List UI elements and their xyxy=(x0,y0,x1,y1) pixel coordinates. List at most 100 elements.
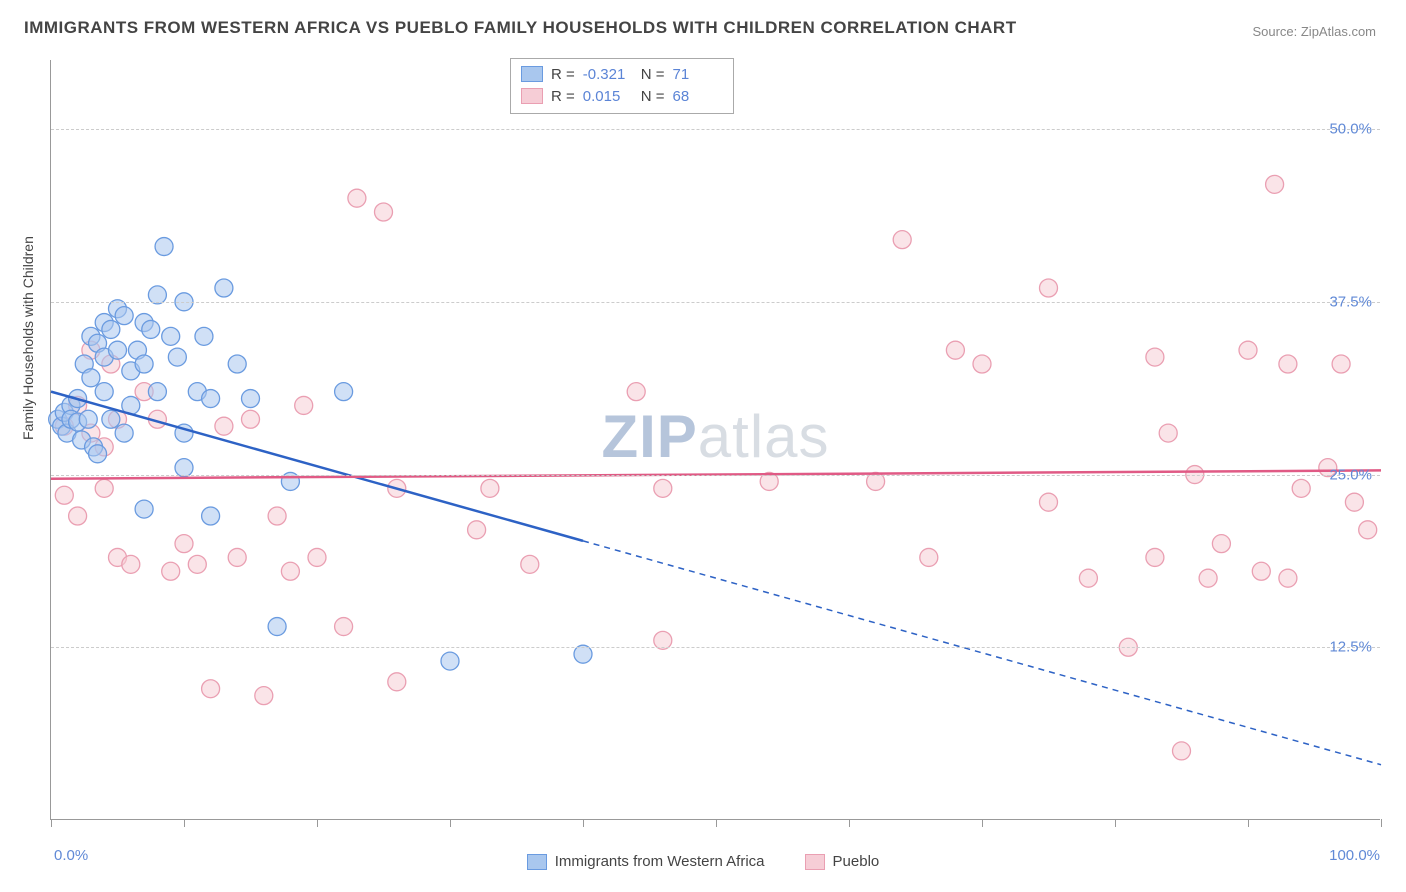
data-point xyxy=(973,355,991,373)
data-point xyxy=(82,369,100,387)
data-point xyxy=(1359,521,1377,539)
data-point xyxy=(69,507,87,525)
data-point xyxy=(89,445,107,463)
data-point xyxy=(102,410,120,428)
data-point xyxy=(202,390,220,408)
data-point xyxy=(1292,479,1310,497)
data-point xyxy=(228,548,246,566)
data-point xyxy=(95,479,113,497)
data-point xyxy=(946,341,964,359)
data-point xyxy=(268,507,286,525)
data-point xyxy=(215,279,233,297)
x-tick xyxy=(1381,819,1382,827)
data-point xyxy=(1279,355,1297,373)
legend-swatch xyxy=(527,854,547,870)
data-point xyxy=(1199,569,1217,587)
data-point xyxy=(55,486,73,504)
gridline xyxy=(51,302,1380,303)
y-tick-label: 50.0% xyxy=(1329,121,1372,138)
x-tick xyxy=(849,819,850,827)
data-point xyxy=(109,341,127,359)
legend-r-label: R = xyxy=(551,66,575,83)
y-tick-label: 37.5% xyxy=(1329,293,1372,310)
x-tick xyxy=(51,819,52,827)
data-point xyxy=(441,652,459,670)
gridline xyxy=(51,475,1380,476)
data-point xyxy=(102,320,120,338)
data-point xyxy=(1146,348,1164,366)
data-point xyxy=(142,320,160,338)
data-point xyxy=(1266,175,1284,193)
data-point xyxy=(920,548,938,566)
data-point xyxy=(281,562,299,580)
data-point xyxy=(627,383,645,401)
data-point xyxy=(162,562,180,580)
data-point xyxy=(168,348,186,366)
data-point xyxy=(115,307,133,325)
legend-swatch xyxy=(521,66,543,82)
x-tick xyxy=(317,819,318,827)
x-tick xyxy=(1115,819,1116,827)
data-point xyxy=(1332,355,1350,373)
data-point xyxy=(308,548,326,566)
legend-n-value: 68 xyxy=(673,88,723,105)
data-point xyxy=(162,327,180,345)
correlation-legend: R =-0.321N =71R =0.015N =68 xyxy=(510,58,734,114)
data-point xyxy=(155,238,173,256)
data-point xyxy=(1173,742,1191,760)
data-point xyxy=(122,555,140,573)
data-point xyxy=(1040,279,1058,297)
legend-n-label: N = xyxy=(641,88,665,105)
data-point xyxy=(255,687,273,705)
data-point xyxy=(1212,535,1230,553)
legend-r-value: -0.321 xyxy=(583,66,633,83)
legend-row: R =-0.321N =71 xyxy=(521,63,723,85)
legend-r-value: 0.015 xyxy=(583,88,633,105)
legend-series-label: Pueblo xyxy=(833,853,880,870)
legend-swatch xyxy=(521,88,543,104)
trend-line xyxy=(51,392,583,541)
data-point xyxy=(335,383,353,401)
gridline xyxy=(51,129,1380,130)
legend-series-label: Immigrants from Western Africa xyxy=(555,853,765,870)
plot-area: ZIPatlas 12.5%25.0%37.5%50.0% xyxy=(50,60,1380,820)
legend-item: Immigrants from Western Africa xyxy=(527,853,765,870)
x-tick xyxy=(184,819,185,827)
data-point xyxy=(481,479,499,497)
data-point xyxy=(1159,424,1177,442)
data-point xyxy=(1239,341,1257,359)
x-tick xyxy=(450,819,451,827)
data-point xyxy=(228,355,246,373)
gridline xyxy=(51,647,1380,648)
y-tick-label: 12.5% xyxy=(1329,639,1372,656)
data-point xyxy=(148,383,166,401)
data-point xyxy=(1079,569,1097,587)
data-point xyxy=(335,618,353,636)
series-legend: Immigrants from Western Africa Pueblo xyxy=(0,853,1406,870)
data-point xyxy=(79,410,97,428)
x-tick xyxy=(1248,819,1249,827)
legend-r-label: R = xyxy=(551,88,575,105)
data-point xyxy=(175,535,193,553)
data-point xyxy=(242,390,260,408)
data-point xyxy=(1252,562,1270,580)
chart-svg xyxy=(51,60,1380,819)
data-point xyxy=(388,673,406,691)
y-axis-label: Family Households with Children xyxy=(20,236,36,440)
data-point xyxy=(1040,493,1058,511)
data-point xyxy=(348,189,366,207)
data-point xyxy=(202,507,220,525)
data-point xyxy=(1279,569,1297,587)
data-point xyxy=(135,355,153,373)
legend-row: R = 0.015 N = 68 xyxy=(521,85,723,107)
data-point xyxy=(468,521,486,539)
data-point xyxy=(188,555,206,573)
y-tick-label: 25.0% xyxy=(1329,466,1372,483)
data-point xyxy=(242,410,260,428)
legend-swatch xyxy=(805,854,825,870)
data-point xyxy=(115,424,133,442)
x-tick xyxy=(982,819,983,827)
legend-n-label: N = xyxy=(641,66,665,83)
data-point xyxy=(375,203,393,221)
data-point xyxy=(295,396,313,414)
